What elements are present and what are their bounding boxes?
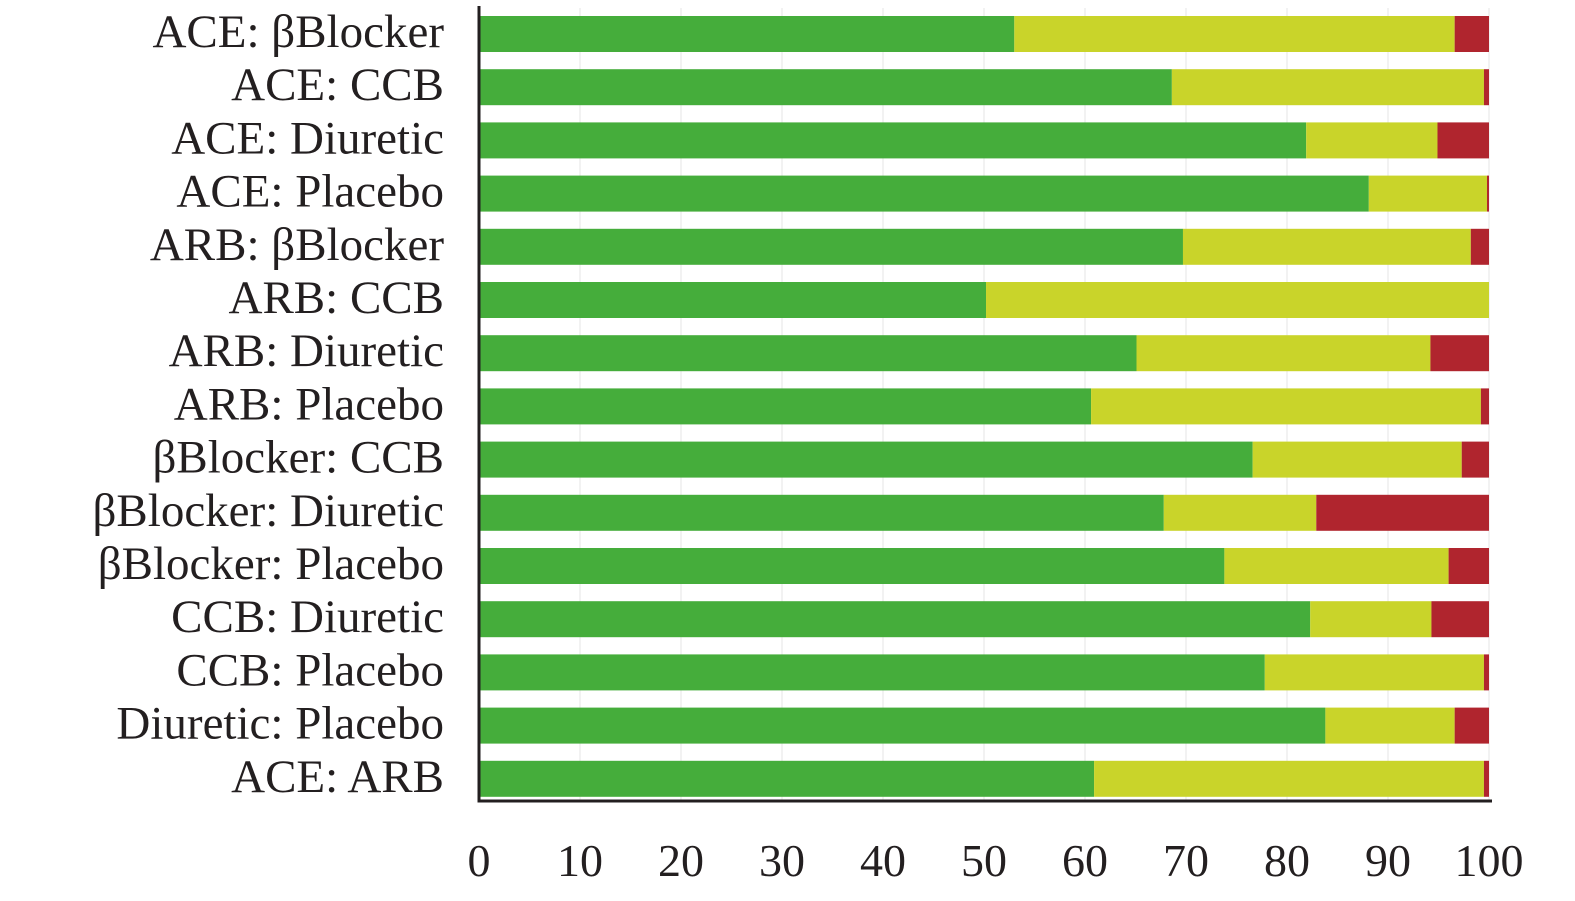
bar-segment (986, 282, 1489, 318)
category-label: ACE: Placebo (176, 166, 444, 218)
bar-segment (479, 16, 1015, 52)
category-label: Diuretic: Placebo (116, 698, 444, 750)
bar-segment (479, 69, 1172, 106)
bar-segment (1014, 16, 1455, 52)
bar-segment (1224, 548, 1449, 584)
bar-segment (1310, 601, 1432, 638)
bar-segment (479, 654, 1265, 691)
bars-group (478, 8, 1490, 800)
bar-segment (479, 122, 1307, 159)
bar-segment (1091, 388, 1481, 425)
bar-segment (1325, 707, 1455, 744)
x-tick-label: 100 (1455, 835, 1524, 886)
bar-segment (1094, 760, 1484, 797)
bar-segment (1171, 69, 1484, 106)
category-label: βBlocker: CCB (152, 432, 444, 484)
category-label: ARB: Diuretic (169, 325, 444, 377)
bar-segment (479, 548, 1225, 584)
bar-segment (1483, 69, 1489, 106)
bar-segment (1483, 760, 1489, 797)
bar-segment (1448, 548, 1489, 584)
bar-segment (1431, 601, 1489, 638)
category-label: ARB: CCB (229, 272, 445, 324)
x-tick-label: 60 (1062, 835, 1108, 886)
bar-segment (1306, 122, 1438, 159)
category-label: ARB: βBlocker (150, 219, 444, 271)
category-label: ACE: ARB (231, 751, 444, 803)
bar-segment (1437, 122, 1489, 159)
category-label: ACE: βBlocker (152, 6, 444, 58)
bar-segment (479, 282, 987, 318)
bar-segment (479, 601, 1311, 638)
bar-segment (1136, 335, 1431, 372)
x-tick-label: 10 (557, 835, 603, 886)
bar-segment (1264, 654, 1484, 691)
bar-segment (479, 388, 1092, 425)
x-axis-ticks: 0 10 20 30 40 50 60 70 80 90 100 (468, 835, 1524, 886)
bar-segment (479, 175, 1369, 212)
bar-segment (479, 494, 1164, 531)
bar-segment (1461, 441, 1489, 478)
category-label: βBlocker: Diuretic (93, 485, 445, 537)
x-tick-label: 70 (1163, 835, 1209, 886)
bar-segment (1454, 16, 1489, 52)
bar-segment (1483, 654, 1489, 691)
bar-segment (1454, 707, 1489, 744)
x-tick-label: 30 (759, 835, 805, 886)
category-label: ARB: Placebo (174, 378, 444, 430)
category-label: CCB: Placebo (176, 644, 444, 696)
bar-segment (479, 760, 1095, 797)
bar-segment (1252, 441, 1462, 478)
bar-segment (1163, 494, 1317, 531)
bar-segment (1316, 494, 1489, 531)
category-label: ACE: CCB (231, 59, 444, 111)
x-tick-label: 50 (961, 835, 1007, 886)
bar-segment (1430, 335, 1489, 372)
x-tick-label: 90 (1365, 835, 1411, 886)
category-label: βBlocker: Placebo (98, 538, 444, 590)
bar-segment (1486, 175, 1489, 212)
bar-segment (1480, 388, 1489, 425)
bar-segment (479, 707, 1326, 744)
bar-segment (479, 335, 1137, 372)
x-tick-label: 20 (658, 835, 704, 886)
bar-segment (479, 441, 1253, 478)
bar-segment (1182, 228, 1471, 265)
x-tick-label: 0 (468, 835, 491, 886)
bar-segment (1470, 228, 1489, 265)
category-label: ACE: Diuretic (171, 112, 444, 164)
x-tick-label: 80 (1264, 835, 1310, 886)
x-tick-label: 40 (860, 835, 906, 886)
bar-segment (479, 228, 1183, 265)
bar-segment (1368, 175, 1487, 212)
category-label: CCB: Diuretic (171, 591, 444, 643)
